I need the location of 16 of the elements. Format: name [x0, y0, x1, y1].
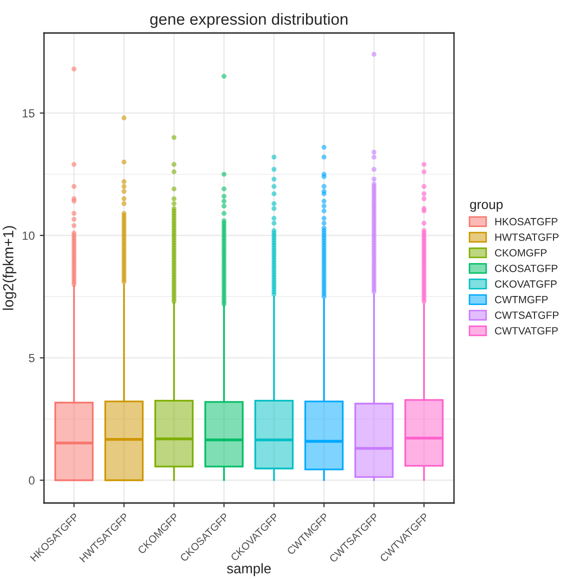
- legend-label: CWTVATGFP: [495, 327, 558, 334]
- legend-label: HWTSATGFP: [495, 234, 559, 241]
- legend-title: group: [470, 202, 503, 212]
- legend-label: CKOVATGFP: [495, 280, 557, 288]
- y-tick-label: 0: [28, 476, 35, 485]
- y-tick-label: 10: [22, 231, 35, 240]
- legend-label: CWTSATGFP: [495, 312, 559, 319]
- legend-label: CWTMGFP: [495, 296, 548, 304]
- legend-label: HKOSATGFP: [495, 218, 558, 226]
- x-axis-title: sample: [227, 563, 271, 576]
- y-tick-label: 15: [22, 109, 34, 118]
- legend-label: CKOMGFP: [495, 249, 547, 256]
- legend-label: CKOSATGFP: [495, 264, 558, 272]
- y-tick-label: 5: [28, 354, 34, 362]
- chart-title: gene expression distribution: [150, 13, 348, 28]
- y-axis-title: log2(fpkm+1): [2, 226, 16, 310]
